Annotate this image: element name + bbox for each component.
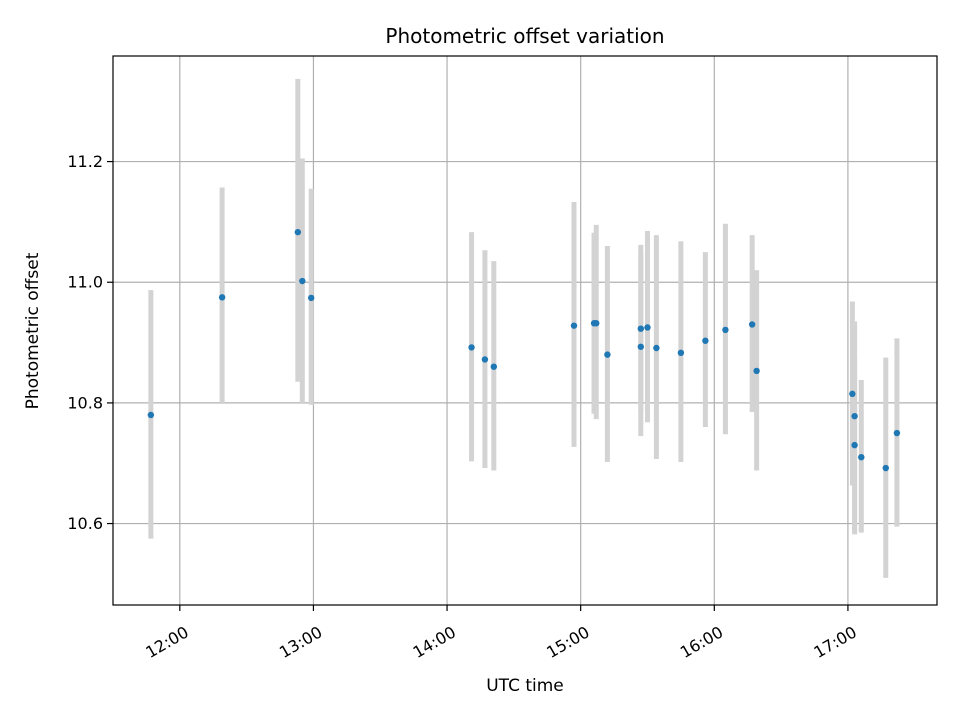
data-point <box>722 326 729 334</box>
data-points <box>147 228 901 472</box>
grid-lines <box>113 56 937 605</box>
data-point <box>882 464 889 472</box>
data-point <box>468 344 475 351</box>
y-tick-label: 10.8 <box>67 393 103 412</box>
x-axis-title: UTC time <box>486 676 564 696</box>
data-point <box>858 453 865 461</box>
data-point <box>294 228 302 236</box>
y-axis-title: Photometric offset <box>23 252 43 409</box>
data-point <box>593 320 600 327</box>
plot-frame <box>112 55 938 606</box>
data-point <box>851 441 858 449</box>
data-point <box>677 349 685 357</box>
y-tick-label: 10.6 <box>67 514 103 533</box>
data-point <box>851 412 858 420</box>
y-tick-label: 11.0 <box>67 273 103 292</box>
data-point <box>637 325 645 332</box>
data-point <box>299 277 306 285</box>
data-point <box>147 411 155 419</box>
y-tick-label: 11.2 <box>67 152 103 171</box>
data-point <box>308 294 315 302</box>
data-point <box>702 337 709 344</box>
data-point <box>644 324 651 331</box>
data-point <box>637 343 645 350</box>
data-point <box>849 390 856 398</box>
data-point <box>893 429 901 437</box>
data-point <box>218 294 226 301</box>
data-point <box>490 363 498 370</box>
data-point <box>753 367 760 375</box>
data-point <box>481 356 489 363</box>
chart-title: Photometric offset variation <box>385 24 664 48</box>
data-point <box>570 322 578 329</box>
data-point <box>653 344 660 352</box>
data-point <box>748 321 756 328</box>
data-point <box>604 351 611 358</box>
